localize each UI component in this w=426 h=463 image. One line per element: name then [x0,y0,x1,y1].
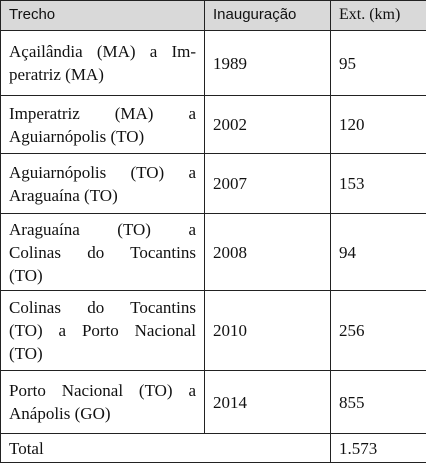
cell-text: 95 [339,53,356,73]
cell-text: 855 [339,392,365,412]
cell-text: 1.573 [339,438,378,458]
year-cell: 1989 [204,30,331,96]
cell-text: 2002 [213,115,247,134]
year-cell: 2010 [204,290,331,371]
cell-text: Ext. (km) [339,6,401,23]
cell-text: Imperatriz (MA) a [9,103,196,123]
year-cell: 2008 [204,213,331,291]
year-cell: 2007 [204,153,331,214]
year-cell: 2002 [204,95,331,154]
cell-text: 2010 [213,321,247,340]
trecho-cell: Imperatriz (MA) a Aguiarnópolis (TO) [0,95,205,154]
trecho-cell: Açailândia (MA) a Im-peratriz (MA) [0,30,205,96]
total-value-cell: 1.573 [330,433,426,463]
cell-text: 94 [339,242,356,262]
cell-text: Aguiarnópolis (TO) [9,126,145,146]
cell-text: 2014 [213,392,247,412]
cell-text: 256 [339,321,365,340]
header-cell: Ext. (km) [330,0,426,31]
cell-text: Açailândia (MA) a Im- [9,42,196,61]
cell-text: (TO) a Porto Nacional [9,321,196,340]
cell-text: Araguaína (TO) a [9,219,196,239]
cell-text: Anápolis (GO) [9,404,111,423]
cell-text: (TO) [9,344,43,363]
cell-text: Aguiarnópolis (TO) a [9,162,196,182]
cell-text: Colinas do Tocantins [9,298,196,317]
length-cell: 94 [330,213,426,291]
cell-text: Inauguração [213,6,297,23]
cell-text: Porto Nacional (TO) a [9,381,196,400]
length-cell: 256 [330,290,426,371]
header-cell: Inauguração [204,0,331,31]
cell-text: 120 [339,115,365,134]
cell-text: 153 [339,174,365,193]
cell-text: (TO) [9,265,43,285]
length-cell: 153 [330,153,426,214]
trecho-cell: Porto Nacional (TO) a Anápolis (GO) [0,370,205,434]
length-cell: 95 [330,30,426,96]
length-cell: 120 [330,95,426,154]
header-cell: Trecho [0,0,205,31]
cell-text: Araguaína (TO) [9,185,118,205]
trecho-cell: Aguiarnópolis (TO) a Araguaína (TO) [0,153,205,214]
trecho-cell: Araguaína (TO) a Colinas do Tocantins (TO) [0,213,205,291]
cell-text: Total [9,438,44,458]
cell-text: 2007 [213,174,247,193]
cell-text: 1989 [213,53,247,73]
cell-text: Trecho [9,6,56,23]
cell-text: peratriz (MA) [9,65,104,84]
length-cell: 855 [330,370,426,434]
year-cell: 2014 [204,370,331,434]
total-label-cell: Total [0,433,331,463]
trecho-cell: Colinas do Tocantins (TO) a Porto Naciona… [0,290,205,371]
cell-text: Colinas do Tocantins [9,242,196,262]
cell-text: 2008 [213,242,247,262]
